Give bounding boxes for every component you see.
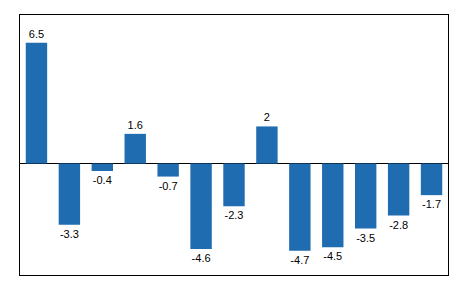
svg-text:6.5: 6.5 [29,28,44,40]
svg-text:-4.7: -4.7 [290,254,309,266]
svg-text:1.6: 1.6 [128,119,143,131]
svg-text:2: 2 [264,111,270,123]
svg-text:-0.7: -0.7 [159,180,178,192]
svg-text:-4.5: -4.5 [323,250,342,262]
svg-text:-3.3: -3.3 [60,228,79,240]
svg-text:-2.3: -2.3 [225,209,244,221]
svg-text:-1.7: -1.7 [422,198,441,210]
svg-text:-4.6: -4.6 [192,252,211,264]
svg-text:-0.4: -0.4 [93,174,112,186]
svg-text:-2.8: -2.8 [389,219,408,231]
svg-text:-3.5: -3.5 [356,232,375,244]
